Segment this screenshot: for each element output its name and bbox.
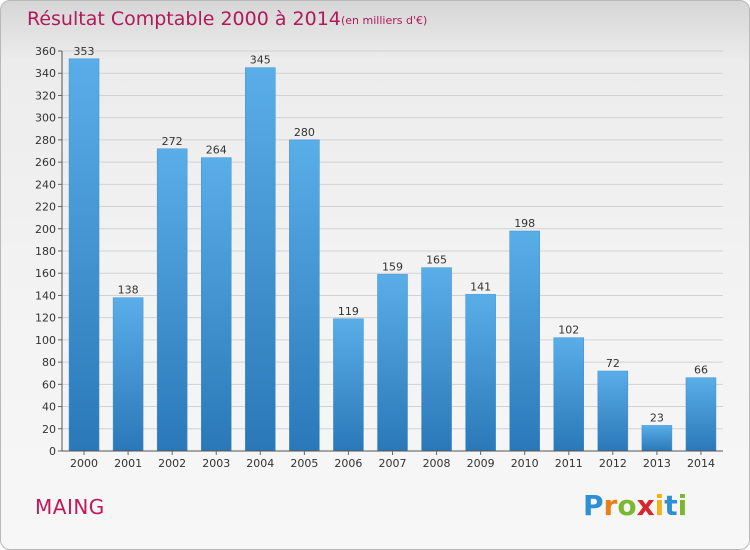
logo-letter: P <box>583 489 604 522</box>
chart-title: Résultat Comptable 2000 à 2014 <box>27 8 341 30</box>
value-label-2003: 264 <box>206 144 227 157</box>
bar-2000 <box>68 58 100 452</box>
bar-2012 <box>597 370 629 452</box>
commune-name: MAING <box>35 495 105 519</box>
bar-2004 <box>245 67 276 452</box>
x-tick-label: 2001 <box>114 457 142 470</box>
y-tick-label: 260 <box>35 156 56 169</box>
value-label-2013: 23 <box>650 411 664 424</box>
y-tick-label: 120 <box>35 312 56 325</box>
x-tick-label: 2004 <box>246 457 274 470</box>
bar-2003 <box>200 157 232 452</box>
logo-letter: r <box>603 489 618 522</box>
value-label-2007: 159 <box>382 260 403 273</box>
bar-2002 <box>156 148 188 452</box>
value-label-2002: 272 <box>162 135 183 148</box>
bar-2008 <box>421 267 452 452</box>
bar-2006 <box>333 318 364 452</box>
x-tick-label: 2003 <box>202 457 230 470</box>
bar-2010 <box>509 230 540 452</box>
bar-2011 <box>553 337 585 452</box>
y-tick-label: 60 <box>42 378 56 391</box>
x-tick-label: 2009 <box>467 457 495 470</box>
x-tick-label: 2005 <box>290 457 318 470</box>
value-label-2008: 165 <box>426 254 447 267</box>
x-tick-label: 2007 <box>379 457 407 470</box>
y-tick-label: 80 <box>42 356 56 369</box>
x-tick-label: 2012 <box>599 457 627 470</box>
logo-letter: t <box>664 489 678 522</box>
logo-letter: i <box>677 489 688 522</box>
y-tick-label: 300 <box>35 112 56 125</box>
y-tick-label: 180 <box>35 245 56 258</box>
bar-2013 <box>641 425 673 452</box>
bar-2007 <box>377 274 408 452</box>
value-label-2004: 345 <box>250 54 271 67</box>
y-tick-label: 280 <box>35 134 56 147</box>
y-tick-label: 220 <box>35 201 56 214</box>
x-tick-label: 2002 <box>158 457 186 470</box>
y-tick-label: 20 <box>42 423 56 436</box>
chart-subtitle: (en milliers d'€) <box>341 14 428 27</box>
y-tick-label: 240 <box>35 178 56 191</box>
value-label-2009: 141 <box>470 280 491 293</box>
x-tick-label: 2000 <box>70 457 98 470</box>
y-tick-label: 0 <box>49 445 56 458</box>
x-tick-label: 2010 <box>511 457 539 470</box>
y-tick-label: 40 <box>42 401 56 414</box>
logo-letter: i <box>654 489 665 522</box>
logo-letter: o <box>617 489 637 522</box>
proxiti-logo: Proxiti <box>583 489 687 522</box>
value-label-2001: 138 <box>118 284 139 297</box>
bar-2001 <box>112 297 144 452</box>
axes: 0204060801001201401601802002202402602803… <box>35 45 723 470</box>
y-tick-label: 160 <box>35 267 56 280</box>
y-tick-label: 200 <box>35 223 56 236</box>
value-label-2012: 72 <box>606 357 620 370</box>
x-tick-label: 2008 <box>423 457 451 470</box>
value-label-2005: 280 <box>294 126 315 139</box>
y-tick-label: 320 <box>35 89 56 102</box>
bars: 353 138 272 264 345 280 119 159 165 141 198 102 72 23… <box>68 45 717 452</box>
x-tick-label: 2011 <box>555 457 583 470</box>
x-tick-label: 2006 <box>334 457 362 470</box>
y-tick-label: 100 <box>35 334 56 347</box>
value-label-2006: 119 <box>338 305 359 318</box>
value-label-2011: 102 <box>558 324 579 337</box>
bar-2014 <box>685 377 717 452</box>
value-label-2014: 66 <box>694 364 708 377</box>
x-tick-label: 2013 <box>643 457 671 470</box>
bar-2009 <box>465 294 496 452</box>
bar-2005 <box>289 139 320 452</box>
y-tick-label: 340 <box>35 67 56 80</box>
value-label-2010: 198 <box>514 217 535 230</box>
y-tick-label: 140 <box>35 289 56 302</box>
value-label-2000: 353 <box>74 45 95 58</box>
logo-letter: x <box>636 489 655 522</box>
x-tick-label: 2014 <box>687 457 715 470</box>
y-tick-label: 360 <box>35 45 56 58</box>
